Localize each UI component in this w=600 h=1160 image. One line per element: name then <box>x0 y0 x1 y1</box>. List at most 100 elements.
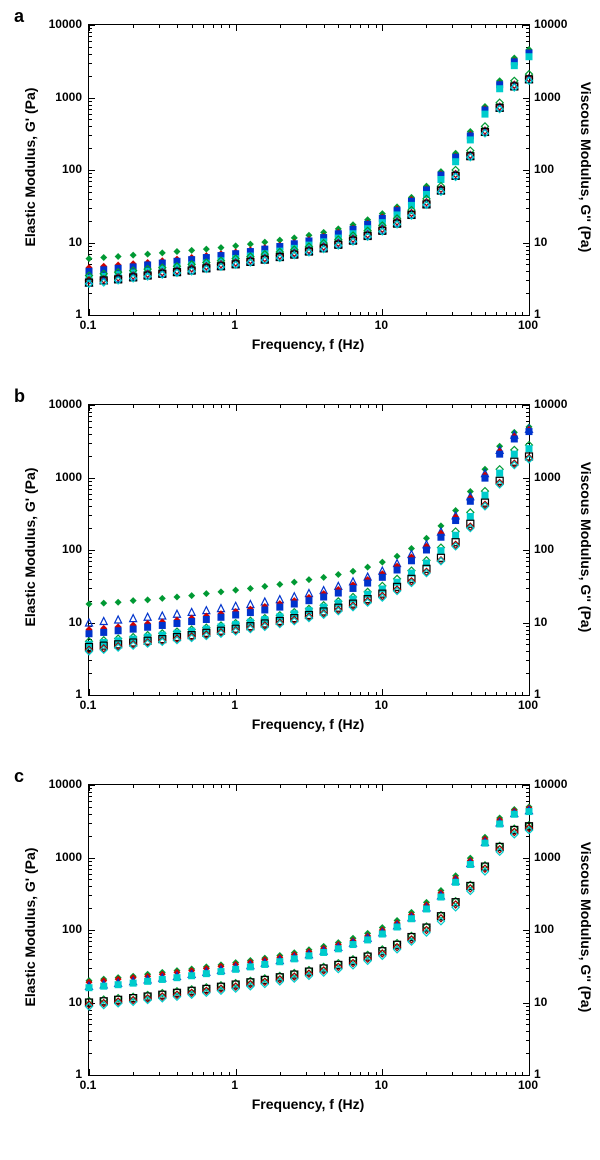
y-tick-label-right: 100 <box>534 922 554 936</box>
y-axis-label-left: Elastic Modulus, G' (Pa) <box>22 797 38 1057</box>
data-point <box>379 931 386 938</box>
data-point <box>159 260 166 267</box>
data-point <box>247 609 254 616</box>
data-point <box>159 976 166 983</box>
y-tick-label-left: 10 <box>69 995 82 1009</box>
data-point <box>188 592 195 599</box>
chart-panel-c: c0.1110100111010100100100010001000010000… <box>10 770 590 1120</box>
data-point <box>203 616 210 623</box>
data-point <box>481 840 488 847</box>
data-point <box>173 974 180 981</box>
data-point <box>217 968 224 975</box>
chart-area <box>88 784 530 1076</box>
data-point <box>144 613 151 620</box>
y-tick-label-left: 1 <box>75 687 82 701</box>
data-point <box>496 820 503 827</box>
data-point <box>350 941 357 948</box>
data-point <box>188 618 195 625</box>
data-point <box>130 597 137 604</box>
data-point <box>335 945 342 952</box>
data-point <box>496 85 503 92</box>
data-point <box>232 611 239 618</box>
data-point <box>394 566 401 573</box>
y-tick-label-right: 1 <box>534 307 541 321</box>
data-point <box>144 978 151 985</box>
data-point <box>188 247 195 254</box>
data-point <box>423 905 430 912</box>
data-point <box>364 591 371 598</box>
chart-area <box>88 404 530 696</box>
data-point <box>247 963 254 970</box>
y-tick-label-left: 1000 <box>55 90 82 104</box>
y-tick-label-right: 10 <box>534 615 547 629</box>
data-point <box>115 253 122 260</box>
data-point <box>130 615 137 622</box>
data-point <box>437 534 444 541</box>
data-point <box>379 574 386 581</box>
data-point <box>276 604 283 611</box>
data-point <box>511 435 518 442</box>
y-axis-label-left: Elastic Modulus, G' (Pa) <box>22 37 38 297</box>
data-point <box>423 547 430 554</box>
data-point <box>291 955 298 962</box>
data-point <box>320 949 327 956</box>
data-point <box>408 915 415 922</box>
data-point <box>305 952 312 959</box>
data-point <box>481 111 488 118</box>
data-point <box>173 248 180 255</box>
y-axis-label-right: Viscous Modulus, G'' (Pa) <box>578 37 594 297</box>
y-tick-label-right: 100 <box>534 162 554 176</box>
x-tick-label: 10 <box>375 698 388 712</box>
data-point <box>100 600 107 607</box>
data-point <box>115 627 122 634</box>
data-point <box>526 808 533 815</box>
y-tick-label-left: 10000 <box>49 397 82 411</box>
data-point <box>115 981 122 988</box>
data-point <box>394 579 401 586</box>
data-point <box>467 861 474 868</box>
data-point <box>291 600 298 607</box>
data-point <box>232 966 239 973</box>
y-tick-label-left: 1 <box>75 1067 82 1081</box>
data-point <box>232 242 239 249</box>
data-point <box>511 451 518 458</box>
x-tick-label: 1 <box>231 698 238 712</box>
data-point <box>467 136 474 143</box>
data-point <box>159 622 166 629</box>
data-point <box>203 246 210 253</box>
data-point <box>394 923 401 930</box>
y-tick-label-right: 10 <box>534 995 547 1009</box>
x-axis-label: Frequency, f (Hz) <box>88 716 528 732</box>
data-point <box>408 202 415 209</box>
panel-label: a <box>14 6 24 27</box>
data-point <box>217 244 224 251</box>
data-point <box>364 936 371 943</box>
data-point <box>496 451 503 458</box>
data-point <box>481 492 488 499</box>
data-point <box>452 532 459 539</box>
y-tick-label-left: 1000 <box>55 470 82 484</box>
data-point <box>86 630 93 637</box>
data-point <box>305 576 312 583</box>
data-point <box>511 62 518 69</box>
data-point <box>379 559 386 566</box>
data-point <box>100 254 107 261</box>
y-tick-label-left: 1 <box>75 307 82 321</box>
data-point <box>86 255 93 262</box>
data-point <box>86 619 93 626</box>
y-tick-label-left: 100 <box>62 542 82 556</box>
data-point <box>115 599 122 606</box>
data-point <box>173 610 180 617</box>
y-axis-label-right: Viscous Modulus, G'' (Pa) <box>578 417 594 677</box>
data-point <box>159 249 166 256</box>
y-tick-label-right: 10000 <box>534 397 567 411</box>
data-point <box>379 585 386 592</box>
y-tick-label-left: 10000 <box>49 777 82 791</box>
y-tick-label-right: 100 <box>534 542 554 556</box>
data-point <box>364 564 371 571</box>
x-tick-label: 10 <box>375 318 388 332</box>
data-point <box>144 596 151 603</box>
data-point <box>364 580 371 587</box>
data-point <box>159 595 166 602</box>
data-point <box>217 614 224 621</box>
